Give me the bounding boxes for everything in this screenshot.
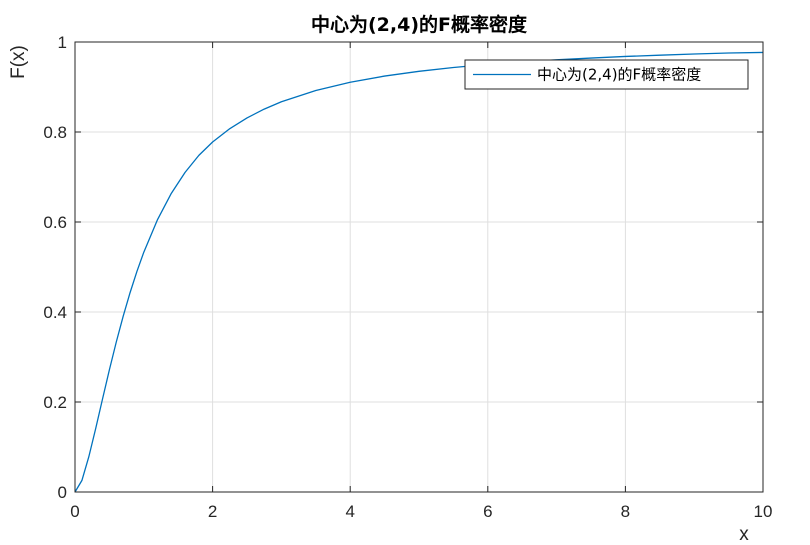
plot-frame [74,41,764,493]
x-tick-label: 0 [70,502,79,521]
series-line [74,51,764,493]
y-tick-label: 0.6 [43,213,67,232]
y-axis-label: F(x) [8,45,29,79]
y-tick-label: 0.4 [43,303,67,322]
chart-title: 中心为(2,4)的F概率密度 [311,13,528,36]
x-tick-label: 8 [621,502,630,521]
y-tick-label: 0 [58,483,67,502]
series-layer [74,51,764,493]
legend: 中心为(2,4)的F概率密度 [464,59,749,90]
ticks: 0 2 4 6 8 10 0 0.2 0.4 0.6 0.8 1 [43,33,772,521]
x-axis-label: x [739,524,749,545]
x-tick-label: 2 [208,502,217,521]
x-tick-label: 6 [483,502,492,521]
y-tick-label: 0.8 [43,123,67,142]
plot-area [75,42,763,492]
x-tick-label: 4 [345,502,354,521]
y-tick-label: 1 [58,33,67,52]
y-tick-label: 0.2 [43,393,67,412]
x-tick-label: 10 [754,502,773,521]
legend-label: 中心为(2,4)的F概率密度 [537,66,701,84]
grid [75,42,763,492]
